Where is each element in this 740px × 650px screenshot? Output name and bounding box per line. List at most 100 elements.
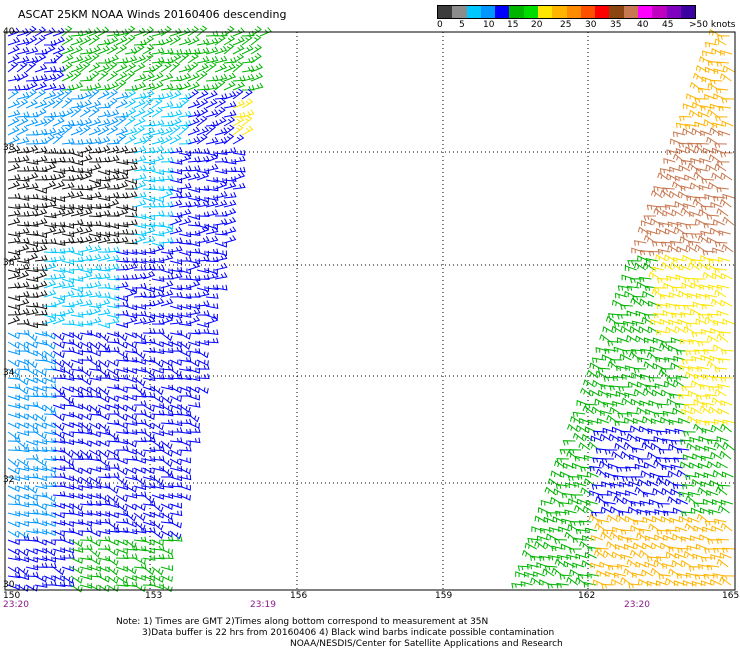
wind-barb xyxy=(124,492,138,499)
wind-barb xyxy=(205,337,219,344)
wind-barb xyxy=(106,117,119,127)
wind-barb xyxy=(106,409,120,415)
wind-barb xyxy=(607,564,621,571)
wind-barb xyxy=(124,70,136,82)
wind-barb xyxy=(97,544,111,550)
wind-barb xyxy=(678,264,691,271)
wind-barb xyxy=(671,286,685,292)
wind-barb xyxy=(34,187,47,194)
wind-barb xyxy=(575,528,589,535)
wind-barb xyxy=(106,521,119,530)
wind-barb xyxy=(52,554,66,561)
wind-barb xyxy=(659,342,672,352)
wind-barb xyxy=(151,97,163,109)
wind-barb xyxy=(160,315,174,325)
wind-barb xyxy=(70,208,84,217)
wind-barb xyxy=(52,413,65,422)
wind-barb xyxy=(97,231,111,238)
wind-barb xyxy=(721,243,734,253)
wind-barb xyxy=(97,125,110,136)
wind-barb xyxy=(699,507,712,514)
wind-barb xyxy=(580,387,592,397)
wind-barb xyxy=(151,127,165,136)
wind-barb xyxy=(685,474,698,481)
wind-barb xyxy=(16,281,30,289)
wind-barb xyxy=(25,564,39,571)
wind-barb xyxy=(52,83,66,91)
wind-barb xyxy=(650,567,663,577)
wind-barb xyxy=(586,369,599,379)
wind-barb xyxy=(79,124,91,136)
wind-barb xyxy=(678,164,691,172)
wind-barb xyxy=(169,177,183,184)
wind-barb xyxy=(712,247,725,254)
wind-barb xyxy=(142,89,155,100)
wind-barb xyxy=(677,393,691,400)
wind-barb xyxy=(205,303,219,310)
wind-barb xyxy=(713,419,727,425)
wind-barb xyxy=(606,414,619,424)
wind-barb xyxy=(682,580,695,587)
wind-barb xyxy=(692,198,705,208)
wind-barb xyxy=(88,88,100,100)
wind-barb xyxy=(680,312,693,318)
wind-barb xyxy=(178,320,192,327)
wind-barb xyxy=(106,155,120,163)
wind-barb xyxy=(223,25,235,37)
wind-barb xyxy=(637,356,650,363)
wind-barb xyxy=(7,173,21,181)
wind-barb xyxy=(97,404,110,411)
wind-barb xyxy=(169,169,183,175)
wind-barb xyxy=(241,98,254,109)
wind-barb xyxy=(133,116,146,127)
wind-barb xyxy=(142,44,155,55)
wind-barb xyxy=(16,520,29,527)
wind-barb xyxy=(151,409,165,416)
wind-barb xyxy=(721,471,734,478)
wind-barb xyxy=(160,503,173,510)
wind-barb xyxy=(25,129,39,136)
wind-barb xyxy=(615,491,629,497)
wind-barb xyxy=(43,65,57,73)
wind-barb xyxy=(711,376,725,382)
wind-barb xyxy=(667,495,680,505)
wind-barb xyxy=(106,138,120,145)
wind-barb xyxy=(16,501,30,508)
wind-barb xyxy=(671,209,684,217)
wind-barb xyxy=(52,208,66,217)
wind-barb xyxy=(169,101,183,109)
wind-barb xyxy=(97,272,111,280)
wind-barb xyxy=(52,332,65,341)
wind-barb xyxy=(34,244,48,253)
wind-barb xyxy=(536,535,550,542)
wind-barb xyxy=(631,447,645,453)
wind-barb xyxy=(591,379,605,388)
wind-barb xyxy=(205,209,219,217)
wind-barb xyxy=(657,502,670,509)
wind-barb xyxy=(196,115,208,127)
wind-barb xyxy=(205,124,217,136)
wind-barb xyxy=(214,127,228,136)
wind-barb xyxy=(654,383,667,389)
wind-barb xyxy=(653,412,667,418)
wind-barb xyxy=(124,98,137,109)
wind-barb xyxy=(668,443,681,451)
wind-barb xyxy=(160,36,174,46)
wind-barb xyxy=(205,61,217,73)
wind-barb xyxy=(106,527,120,533)
wind-barb xyxy=(597,417,610,425)
wind-barb xyxy=(205,316,219,325)
time-label-right: 23:20 xyxy=(624,600,650,610)
wind-barb xyxy=(79,235,93,244)
wind-barb xyxy=(692,278,706,284)
wind-barb xyxy=(106,566,119,576)
wind-barb xyxy=(7,315,21,325)
colorbar-label: 30 xyxy=(585,20,597,30)
wind-barb xyxy=(680,536,694,542)
wind-barb xyxy=(88,565,101,572)
wind-barb xyxy=(43,98,56,109)
wind-barb xyxy=(25,284,39,290)
wind-barb xyxy=(232,116,245,127)
wind-barb xyxy=(187,136,201,145)
wind-barb xyxy=(133,230,147,237)
